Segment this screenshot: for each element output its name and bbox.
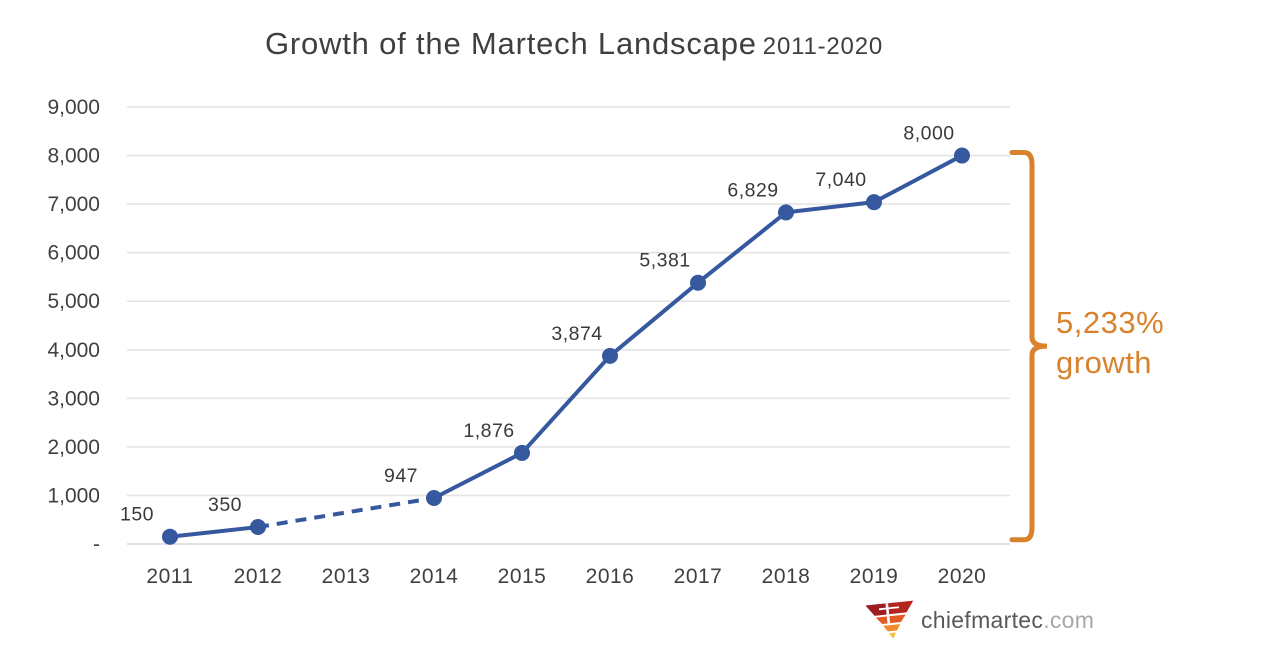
x-axis-tick-label: 2020 xyxy=(938,565,987,588)
series-line-segment xyxy=(168,525,260,539)
site-name-text: chiefmartec.com xyxy=(921,607,1094,634)
y-axis-tick-label: 5,000 xyxy=(47,290,100,313)
series-line-segment xyxy=(432,450,524,501)
y-axis-tick-label: 8,000 xyxy=(47,145,100,168)
data-point xyxy=(866,194,882,211)
data-point-label: 1,876 xyxy=(463,420,514,442)
data-point xyxy=(954,147,970,164)
growth-bracket xyxy=(1009,150,1048,543)
data-point xyxy=(690,274,706,291)
data-point xyxy=(162,528,178,545)
site-tld: .com xyxy=(1043,606,1095,633)
series-line-segment xyxy=(696,210,788,285)
y-axis-tick-label: 3,000 xyxy=(47,387,100,410)
x-axis-tick-label: 2014 xyxy=(410,565,459,588)
y-axis-tick-label: - xyxy=(93,533,100,556)
y-axis-tick-label: 6,000 xyxy=(47,242,100,265)
chart-title-period: 2011-2020 xyxy=(762,33,883,60)
growth-annotation: 5,233% growth xyxy=(1056,303,1246,383)
series-line-segment xyxy=(520,353,612,455)
x-axis-tick-label: 2017 xyxy=(674,565,723,588)
x-axis-tick-label: 2015 xyxy=(498,565,547,588)
y-axis-tick-label: 1,000 xyxy=(47,484,100,507)
data-point xyxy=(602,347,618,364)
data-point-label: 947 xyxy=(384,465,418,487)
chart-title-main: Growth of the Martech Landscape xyxy=(265,26,757,61)
data-point-label: 6,829 xyxy=(727,179,778,201)
growth-annotation-value: 5,233% xyxy=(1056,305,1165,340)
growth-annotation-label: growth xyxy=(1056,345,1153,380)
data-point-label: 7,040 xyxy=(815,169,866,191)
data-point xyxy=(514,444,530,461)
x-axis-tick-label: 2019 xyxy=(850,565,899,588)
x-axis-tick-label: 2013 xyxy=(322,565,371,588)
y-axis-tick-label: 4,000 xyxy=(47,339,100,362)
data-point-label: 150 xyxy=(120,504,154,526)
x-axis-tick-label: 2012 xyxy=(234,565,283,588)
data-point-label: 3,874 xyxy=(551,323,602,345)
y-axis-tick-label: 9,000 xyxy=(47,96,100,119)
data-point-label: 8,000 xyxy=(903,123,954,145)
y-axis-tick-label: 7,000 xyxy=(47,193,100,216)
data-point-label: 350 xyxy=(208,494,242,516)
data-point xyxy=(426,490,442,507)
chiefmartec-branding: chiefmartec.com xyxy=(866,598,1094,642)
x-axis-tick-label: 2016 xyxy=(586,565,635,588)
data-point xyxy=(778,204,794,221)
site-name: chiefmartec xyxy=(921,606,1044,633)
data-point-label: 5,381 xyxy=(639,250,690,272)
chart-title: Growth of the Martech Landscape 2011-2020 xyxy=(0,26,1148,62)
series-line-segment xyxy=(257,496,435,529)
x-axis-tick-label: 2018 xyxy=(762,565,811,588)
series-line-segment xyxy=(784,200,876,215)
series-line-segment xyxy=(872,153,964,205)
funnel-logo-icon xyxy=(866,600,914,639)
y-axis-tick-label: 2,000 xyxy=(47,436,100,459)
series-line-segment xyxy=(608,280,700,358)
data-point xyxy=(250,519,266,536)
x-axis-tick-label: 2011 xyxy=(146,565,193,588)
